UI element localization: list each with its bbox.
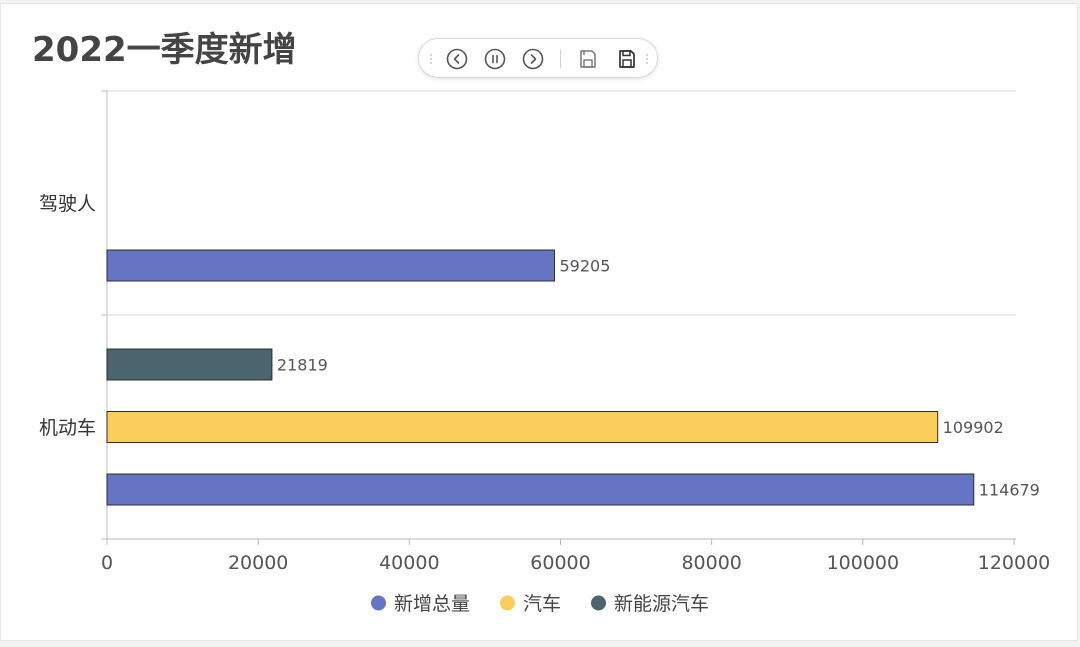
y-category-label: 机动车	[39, 417, 96, 439]
playback-toolbar	[418, 38, 658, 78]
toolbar-divider	[560, 50, 561, 68]
next-icon[interactable]	[521, 47, 545, 71]
bar-data-label: 59205	[559, 257, 610, 276]
x-tick-label: 100000	[827, 552, 900, 574]
chart-card	[0, 3, 1078, 641]
bar-data-label: 109902	[943, 418, 1004, 437]
legend-label[interactable]: 新增总量	[394, 593, 470, 615]
legend-label[interactable]: 汽车	[523, 593, 561, 615]
legend-marker[interactable]	[371, 595, 386, 611]
chart-title: 2022一季度新增	[32, 30, 297, 70]
x-tick-label: 0	[101, 552, 113, 574]
bar-data-label: 21819	[277, 356, 328, 375]
bar[interactable]	[106, 249, 555, 282]
y-category-label: 驾驶人	[39, 193, 96, 215]
save-icon[interactable]	[576, 47, 600, 71]
legend-label[interactable]: 新能源汽车	[614, 593, 709, 615]
x-tick-label: 80000	[681, 552, 741, 574]
pause-icon[interactable]	[483, 47, 507, 71]
bar[interactable]	[106, 473, 975, 506]
legend-marker[interactable]	[500, 595, 515, 611]
grip-left-icon[interactable]	[429, 53, 433, 65]
bar-data-label: 114679	[979, 481, 1040, 500]
save-as-icon[interactable]	[615, 47, 639, 71]
prev-icon[interactable]	[445, 47, 469, 71]
bar[interactable]	[106, 411, 939, 443]
grip-right-icon[interactable]	[645, 53, 649, 65]
bar[interactable]	[106, 348, 273, 381]
x-tick-label: 60000	[530, 552, 590, 574]
x-tick-label: 20000	[228, 552, 288, 574]
x-tick-label: 120000	[978, 552, 1051, 574]
x-tick-label: 40000	[379, 552, 439, 574]
legend-marker[interactable]	[591, 595, 606, 611]
